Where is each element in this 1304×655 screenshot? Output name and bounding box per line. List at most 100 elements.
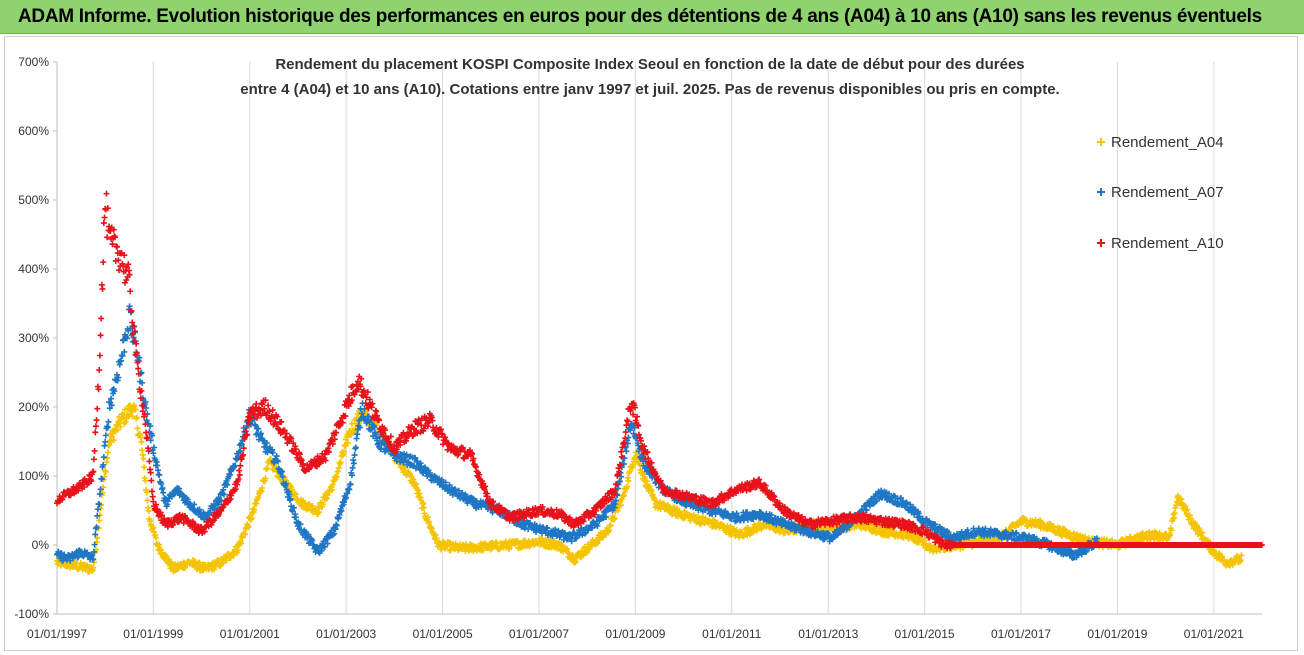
data-point: [102, 468, 109, 475]
y-tick-label: 200%: [18, 400, 49, 414]
data-point: [341, 448, 348, 455]
data-point: [265, 402, 272, 409]
x-tick-label: 01/01/2017: [991, 627, 1051, 641]
data-point: [114, 426, 121, 433]
x-tick-label: 01/01/1997: [27, 627, 87, 641]
data-point: [259, 484, 266, 491]
data-point: [98, 315, 105, 322]
data-point: [93, 417, 100, 424]
series-Rendement_A10: [54, 190, 1265, 552]
y-tick-label: 0%: [32, 538, 50, 552]
data-point: [264, 465, 271, 472]
data-point: [348, 420, 355, 427]
data-point: [92, 423, 99, 430]
data-point: [102, 438, 109, 445]
data-point: [94, 405, 101, 412]
data-point: [344, 440, 351, 447]
data-point: [96, 367, 103, 374]
data-point: [674, 505, 681, 512]
data-point: [242, 531, 249, 538]
data-point: [94, 534, 101, 541]
x-tick-label: 01/01/2007: [509, 627, 569, 641]
data-point: [420, 504, 427, 511]
data-point: [640, 470, 647, 477]
data-point: [145, 507, 152, 514]
y-tick-label: 500%: [18, 193, 49, 207]
data-point: [101, 214, 108, 221]
data-point: [335, 465, 342, 472]
y-tick-label: 600%: [18, 124, 49, 138]
report-banner: ADAM Informe. Evolution historique des p…: [0, 0, 1304, 34]
data-point: [92, 429, 99, 436]
data-point: [104, 449, 111, 456]
report-title: ADAM Informe. Evolution historique des p…: [18, 6, 1262, 27]
data-point: [108, 433, 115, 440]
data-point: [140, 455, 147, 462]
data-point: [142, 477, 149, 484]
data-point: [147, 469, 154, 476]
data-point: [91, 447, 98, 454]
data-point: [117, 423, 124, 430]
data-point: [410, 476, 417, 483]
data-point: [292, 491, 299, 498]
data-point: [104, 455, 111, 462]
series-Rendement_A04: [54, 402, 1245, 575]
data-point: [156, 541, 163, 548]
x-tick-label: 01/01/2003: [316, 627, 376, 641]
data-point: [90, 456, 97, 463]
x-tick-label: 01/01/2021: [1184, 627, 1244, 641]
data-point: [657, 498, 664, 505]
data-point: [127, 288, 134, 295]
data-point: [238, 540, 245, 547]
data-point: [505, 546, 512, 553]
data-point: [96, 517, 103, 524]
data-point: [110, 437, 117, 444]
data-point: [133, 414, 140, 421]
data-point: [100, 220, 107, 227]
data-point: [99, 285, 106, 292]
data-point: [337, 459, 344, 466]
data-point: [248, 515, 255, 522]
data-point: [333, 474, 340, 481]
y-tick-label: -100%: [14, 607, 49, 621]
data-point: [309, 502, 316, 509]
data-point: [103, 190, 110, 197]
y-tick-label: 400%: [18, 262, 49, 276]
data-point: [144, 497, 151, 504]
chart-frame: [4, 36, 1298, 651]
data-point: [728, 532, 735, 538]
data-point: [624, 483, 631, 490]
data-point: [636, 461, 643, 468]
data-point: [424, 514, 431, 521]
data-point: [641, 473, 648, 480]
data-point: [245, 524, 252, 531]
y-tick-label: 300%: [18, 331, 49, 345]
data-point: [262, 475, 269, 482]
data-point: [132, 406, 139, 413]
x-tick-label: 01/01/2013: [798, 627, 858, 641]
data-point: [138, 438, 145, 445]
data-point: [146, 458, 153, 465]
x-tick-label: 01/01/2019: [1087, 627, 1147, 641]
data-point: [329, 486, 336, 493]
data-point: [426, 518, 433, 525]
data-point: [143, 489, 150, 496]
data-point: [594, 540, 601, 547]
data-point: [681, 508, 688, 515]
data-point: [251, 506, 258, 513]
data-point: [620, 492, 627, 499]
x-tick-label: 01/01/2009: [605, 627, 665, 641]
data-point: [97, 332, 104, 339]
data-point: [607, 522, 614, 529]
data-point: [618, 502, 625, 509]
data-point: [90, 564, 97, 571]
data-point: [100, 259, 107, 266]
data-point: [134, 425, 141, 432]
x-tick-label: 01/01/2001: [220, 627, 280, 641]
data-point: [141, 464, 148, 471]
data-point: [269, 407, 276, 414]
data-point: [166, 556, 173, 563]
data-point: [96, 352, 103, 359]
data-point: [234, 547, 241, 554]
